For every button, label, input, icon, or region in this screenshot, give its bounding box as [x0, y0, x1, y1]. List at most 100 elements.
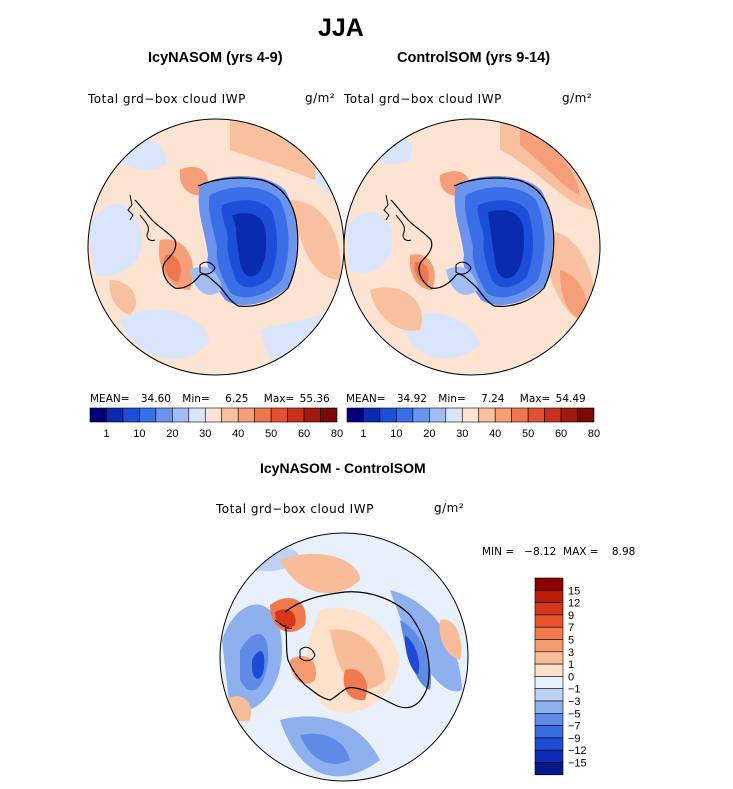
colorbar-swatch — [139, 407, 157, 423]
colorbar-tick-label: 80 — [588, 428, 600, 440]
colorbar-tick-label: 3 — [568, 647, 574, 659]
colorbar-swatch — [303, 407, 321, 423]
stat-mean-label: MEAN= — [346, 393, 386, 405]
colorbar-swatch — [429, 407, 447, 423]
variable-label-control: Total grd−box cloud IWP — [344, 92, 502, 106]
colorbar-swatch — [534, 663, 564, 677]
colorbar-swatch — [534, 651, 564, 665]
units-difference: g/m² — [434, 501, 465, 515]
colorbar-swatch — [172, 407, 190, 423]
panel-title-control: ControlSOM (yrs 9-14) — [397, 50, 551, 66]
variable-label-icy: Total grd−box cloud IWP — [88, 92, 246, 106]
colorbar-swatch — [478, 407, 496, 423]
colorbar-tick-label: 5 — [568, 635, 574, 647]
colorbar-tick-label: 50 — [522, 428, 534, 440]
colorbar-swatch — [363, 407, 381, 423]
colorbar-swatch — [445, 407, 463, 423]
figure-title: JJA — [318, 14, 364, 42]
colorbar-tick-label: −7 — [568, 721, 581, 733]
colorbar-tick-label: 0 — [568, 671, 574, 683]
map-control — [343, 118, 601, 376]
colorbar-tick-label: 30 — [199, 428, 211, 440]
colorbar-tick-label: −9 — [568, 733, 581, 745]
colorbar-swatch — [534, 712, 564, 726]
colorbar-tick-label: −1 — [568, 684, 581, 696]
colorbar-tick-label: −12 — [568, 745, 587, 757]
colorbar-swatch — [461, 407, 480, 423]
colorbar-swatch — [412, 407, 430, 423]
colorbar-swatch — [254, 407, 272, 423]
colorbar-swatch — [287, 407, 305, 423]
colorbar-icy: 1 10 20 30 40 50 60 80 — [89, 407, 343, 440]
colorbar-swatch — [534, 688, 564, 702]
colorbar-swatch — [494, 407, 512, 423]
colorbar-swatch — [204, 407, 223, 423]
colorbar-tick-label: 30 — [456, 428, 468, 440]
colorbar-swatch — [396, 407, 414, 423]
stat-mean-label: MEAN= — [90, 393, 130, 405]
colorbar-swatch — [270, 407, 288, 423]
colorbar-swatch — [534, 749, 564, 763]
stat-min-value: 6.25 — [225, 393, 249, 405]
colorbar-tick-label: 1 — [360, 428, 366, 440]
stat-max-value: 55.36 — [299, 393, 330, 405]
difference-title: IcyNASOM - ControlSOM — [260, 460, 426, 476]
colorbar-swatch — [221, 407, 239, 423]
colorbar-tick-label: 1 — [103, 428, 109, 440]
stat-max-label: Max= — [263, 393, 295, 405]
colorbar-swatch — [544, 407, 562, 423]
colorbar-tick-label: 10 — [133, 428, 145, 440]
colorbar-swatch — [560, 407, 578, 423]
stat-mean-value: 34.60 — [140, 393, 171, 405]
colorbar-swatch — [534, 614, 564, 628]
colorbar-swatch — [106, 407, 124, 423]
stats-control: MEAN= 34.92 Min= 7.24 Max= 54.49 — [346, 393, 586, 405]
colorbar-swatch — [534, 762, 564, 776]
colorbar-tick-label: 9 — [568, 610, 574, 622]
colorbar-swatch — [379, 407, 397, 423]
colorbar-swatch — [122, 407, 140, 423]
colorbar-swatch — [155, 407, 173, 423]
colorbar-swatch — [320, 407, 338, 423]
colorbar-swatch — [534, 737, 564, 751]
colorbar-tick-label: 20 — [423, 428, 435, 440]
variable-label-difference: Total grd−box cloud IWP — [216, 502, 374, 516]
colorbar-tick-label: 10 — [390, 428, 402, 440]
colorbar-tick-label: 50 — [265, 428, 277, 440]
stats-icy: MEAN= 34.60 Min= 6.25 Max= 55.36 — [90, 393, 330, 405]
stat-max-label: Max= — [519, 393, 551, 405]
colorbar-swatch — [534, 639, 564, 653]
colorbar-swatch — [534, 626, 564, 640]
stat-min-label: Min= — [182, 393, 210, 405]
colorbar-tick-label: 20 — [166, 428, 178, 440]
colorbar-tick-label: −15 — [568, 758, 587, 770]
colorbar-swatch — [511, 407, 529, 423]
stat-max-value: 54.49 — [555, 393, 586, 405]
difference-minmax: MIN = −8.12 MAX = 8.98 — [482, 546, 636, 558]
colorbar-swatch — [237, 407, 255, 423]
colorbar-swatch — [89, 407, 107, 423]
colorbar-swatch — [534, 602, 564, 616]
colorbar-swatch — [527, 407, 545, 423]
colorbar-tick-label: −5 — [568, 708, 581, 720]
panel-title-icy: IcyNASOM (yrs 4-9) — [148, 50, 283, 66]
stat-min-label: Min= — [438, 393, 466, 405]
colorbar-tick-label: −3 — [568, 696, 581, 708]
colorbar-tick-label: 15 — [568, 585, 580, 597]
colorbar-tick-label: 40 — [489, 428, 501, 440]
map-difference — [219, 532, 469, 782]
colorbar-tick-label: 1 — [568, 659, 574, 671]
colorbar-tick-label: 60 — [555, 428, 567, 440]
colorbar-swatch — [534, 700, 564, 714]
units-icy: g/m² — [305, 91, 336, 105]
colorbar-tick-label: 40 — [232, 428, 244, 440]
stat-min-value: 7.24 — [481, 393, 505, 405]
colorbar-swatch — [188, 407, 206, 423]
colorbar-tick-label: 12 — [568, 598, 580, 610]
colorbar-swatch — [577, 407, 595, 423]
colorbar-control: 1 10 20 30 40 50 60 80 — [346, 407, 600, 440]
colorbar-swatch — [534, 676, 564, 690]
colorbar-tick-label: 7 — [568, 622, 574, 634]
colorbar-tick-label: 60 — [298, 428, 310, 440]
stat-mean-value: 34.92 — [396, 393, 427, 405]
